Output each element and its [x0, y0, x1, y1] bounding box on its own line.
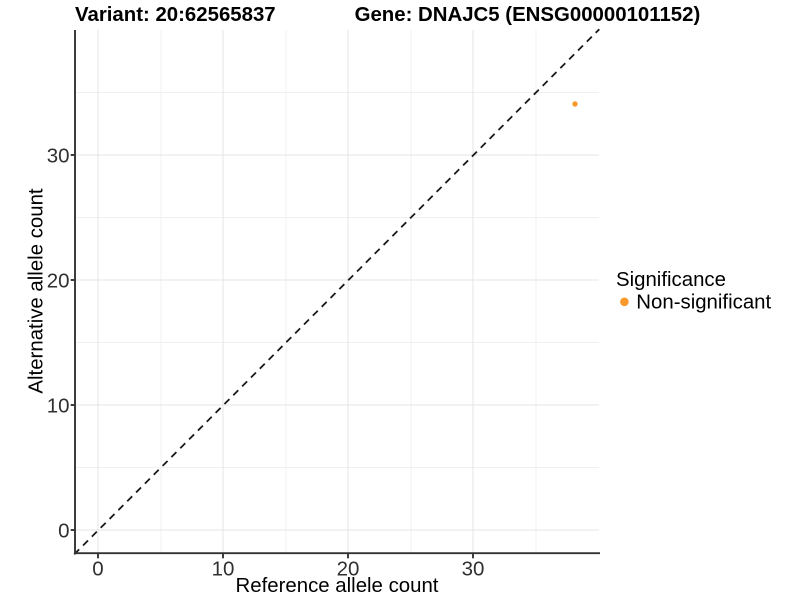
svg-text:20: 20: [47, 270, 70, 293]
svg-text:30: 30: [47, 145, 70, 168]
svg-text:10: 10: [47, 395, 70, 418]
svg-text:Reference allele count: Reference allele count: [236, 575, 439, 597]
svg-text:20: 20: [337, 558, 360, 581]
svg-text:30: 30: [462, 558, 485, 581]
svg-text:10: 10: [212, 558, 235, 581]
svg-text:Alternative allele count: Alternative allele count: [25, 188, 47, 393]
svg-text:0: 0: [92, 558, 103, 581]
svg-text:Non-significant: Non-significant: [636, 291, 771, 313]
svg-text:Variant: 20:62565837: Variant: 20:62565837: [75, 4, 276, 26]
svg-text:Significance: Significance: [616, 269, 726, 291]
svg-text:0: 0: [58, 520, 69, 543]
svg-text:Gene: DNAJC5 (ENSG00000101152): Gene: DNAJC5 (ENSG00000101152): [355, 4, 701, 26]
